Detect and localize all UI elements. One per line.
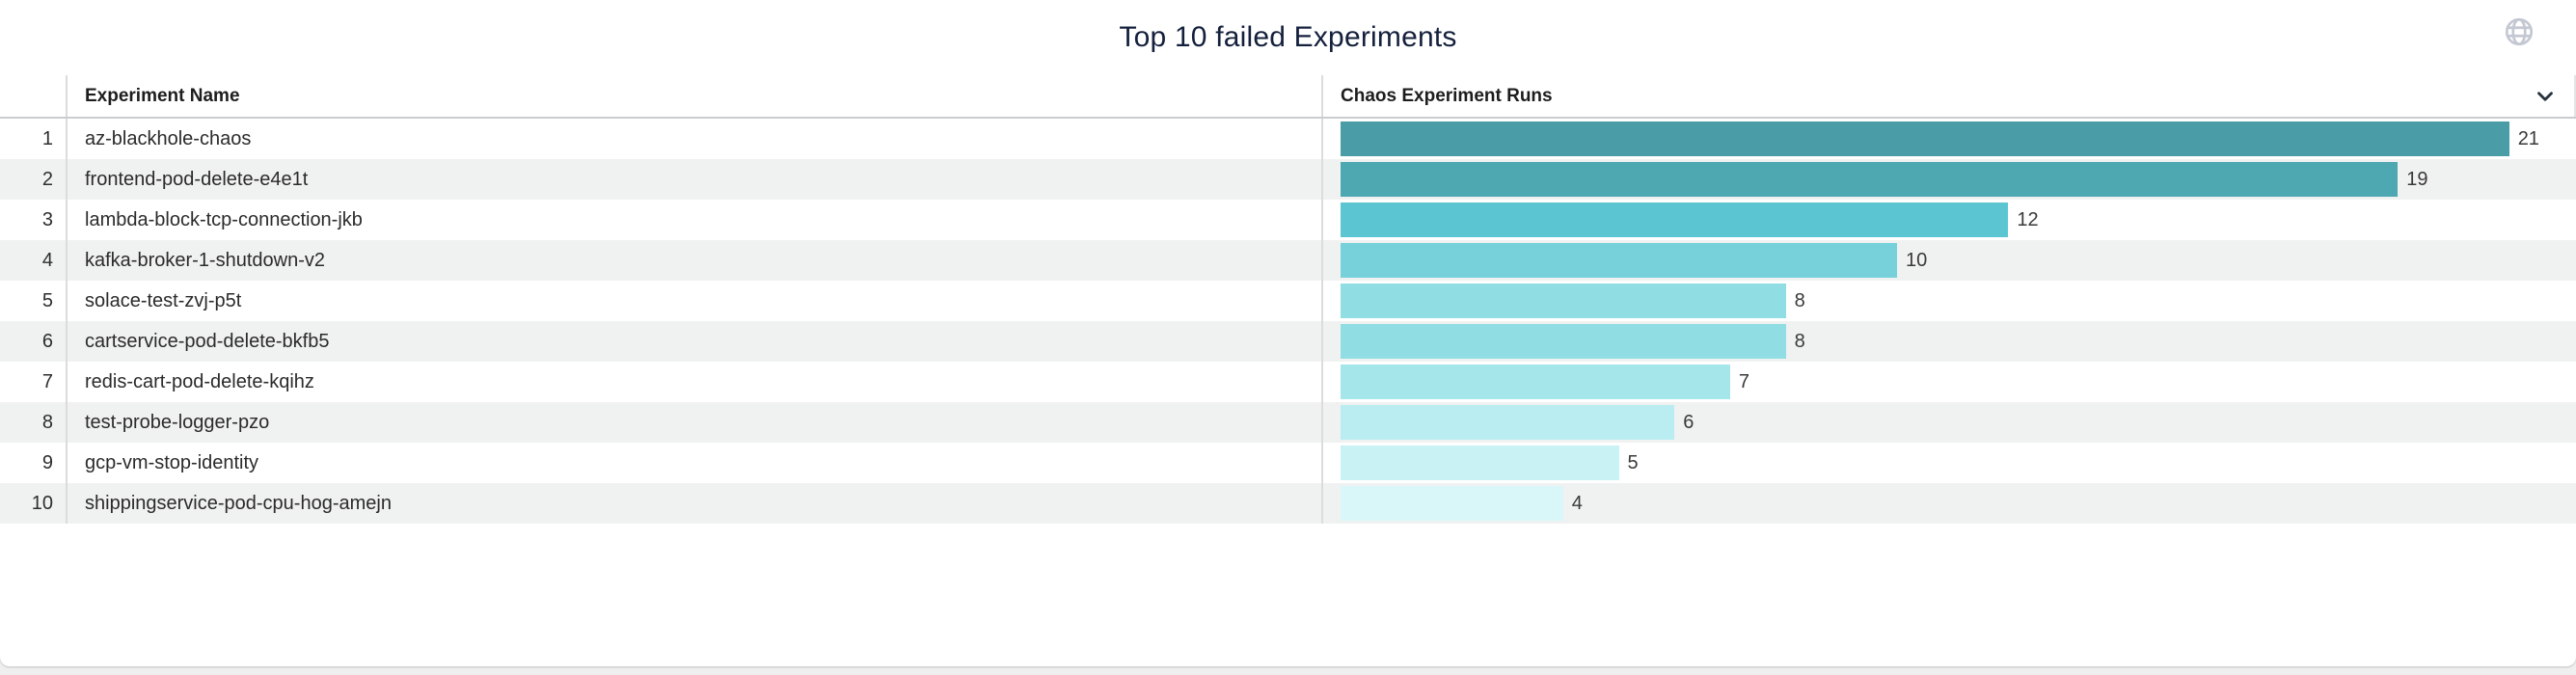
table-row[interactable]: 2 frontend-pod-delete-e4e1t 19	[0, 159, 2576, 200]
runs-bar	[1341, 324, 1786, 359]
row-rank: 8	[0, 402, 68, 443]
runs-column-header-label: Chaos Experiment Runs	[1341, 85, 1553, 106]
page-title: Top 10 failed Experiments	[1119, 21, 1457, 53]
experiment-name: test-probe-logger-pzo	[68, 402, 1323, 443]
row-rank: 10	[0, 483, 68, 524]
runs-bar	[1341, 162, 2399, 197]
row-rank: 3	[0, 200, 68, 240]
runs-bar	[1341, 202, 2009, 237]
experiment-name-column-header: Experiment Name	[68, 75, 1323, 117]
runs-value-label: 8	[1794, 330, 1805, 352]
runs-value-label: 10	[1906, 249, 1928, 271]
runs-value-label: 21	[2517, 127, 2539, 149]
title-bar: Top 10 failed Experiments	[0, 0, 2576, 75]
table-row[interactable]: 1 az-blackhole-chaos 21	[0, 119, 2576, 159]
runs-bar	[1341, 364, 1730, 399]
runs-value-label: 5	[1627, 451, 1639, 473]
runs-bar	[1341, 446, 1619, 480]
experiment-name: kafka-broker-1-shutdown-v2	[68, 240, 1323, 281]
runs-bar-cell: 8	[1323, 321, 2576, 362]
table-header-row: Experiment Name Chaos Experiment Runs	[0, 75, 2576, 119]
experiment-name: shippingservice-pod-cpu-hog-amejn	[68, 483, 1323, 524]
globe-icon	[2503, 15, 2535, 48]
rank-column-header	[0, 75, 68, 117]
row-rank: 4	[0, 240, 68, 281]
runs-bar-cell: 21	[1323, 119, 2576, 159]
row-rank: 9	[0, 443, 68, 483]
runs-bar-cell: 4	[1323, 483, 2576, 524]
runs-bar-cell: 10	[1323, 240, 2576, 281]
runs-bar-cell: 6	[1323, 402, 2576, 443]
runs-bar-cell: 12	[1323, 200, 2576, 240]
row-rank: 2	[0, 159, 68, 200]
runs-value-label: 7	[1738, 370, 1750, 392]
chevron-down-icon	[2533, 84, 2558, 109]
experiment-name: az-blackhole-chaos	[68, 119, 1323, 159]
table-row[interactable]: 5 solace-test-zvj-p5t 8	[0, 281, 2576, 321]
runs-bar	[1341, 486, 1563, 521]
row-rank: 6	[0, 321, 68, 362]
row-rank: 7	[0, 362, 68, 402]
table-row[interactable]: 4 kafka-broker-1-shutdown-v2 10	[0, 240, 2576, 281]
experiment-name: gcp-vm-stop-identity	[68, 443, 1323, 483]
runs-value-label: 19	[2406, 168, 2428, 190]
runs-bar	[1341, 405, 1675, 440]
runs-value-label: 4	[1571, 492, 1583, 514]
experiment-name: lambda-block-tcp-connection-jkb	[68, 200, 1323, 240]
table-row[interactable]: 6 cartservice-pod-delete-bkfb5 8	[0, 321, 2576, 362]
table-row[interactable]: 9 gcp-vm-stop-identity 5	[0, 443, 2576, 483]
column-menu-button[interactable]	[2532, 83, 2559, 110]
table-row[interactable]: 10 shippingservice-pod-cpu-hog-amejn 4	[0, 483, 2576, 524]
experiment-name: solace-test-zvj-p5t	[68, 281, 1323, 321]
experiment-name: redis-cart-pod-delete-kqihz	[68, 362, 1323, 402]
row-rank: 1	[0, 119, 68, 159]
experiment-name: cartservice-pod-delete-bkfb5	[68, 321, 1323, 362]
runs-value-label: 6	[1683, 411, 1695, 433]
experiment-name: frontend-pod-delete-e4e1t	[68, 159, 1323, 200]
table-row[interactable]: 3 lambda-block-tcp-connection-jkb 12	[0, 200, 2576, 240]
runs-bar	[1341, 243, 1897, 278]
runs-value-label: 12	[2017, 208, 2039, 230]
runs-value-label: 8	[1794, 289, 1805, 311]
runs-bar	[1341, 122, 2509, 156]
runs-bar-cell: 8	[1323, 281, 2576, 321]
table-row[interactable]: 8 test-probe-logger-pzo 6	[0, 402, 2576, 443]
runs-bar-cell: 19	[1323, 159, 2576, 200]
runs-bar	[1341, 284, 1786, 318]
table-row[interactable]: 7 redis-cart-pod-delete-kqihz 7	[0, 362, 2576, 402]
runs-bar-cell: 5	[1323, 443, 2576, 483]
runs-column-header: Chaos Experiment Runs	[1323, 75, 2576, 117]
runs-bar-cell: 7	[1323, 362, 2576, 402]
globe-button[interactable]	[2501, 14, 2537, 50]
row-rank: 5	[0, 281, 68, 321]
table-body: 1 az-blackhole-chaos 21 2 frontend-pod-delet…	[0, 119, 2576, 524]
